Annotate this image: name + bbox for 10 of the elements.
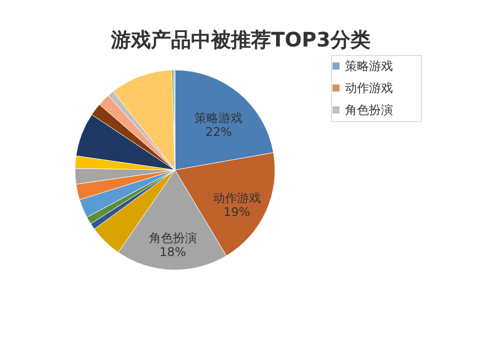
data-label: 22% — [205, 124, 232, 139]
slice-label: 角色扮演 — [148, 230, 197, 245]
data-label: 19% — [224, 205, 250, 220]
legend-label: 动作游戏 — [345, 81, 393, 95]
data-label: 18% — [160, 244, 186, 259]
legend-label: 角色扮演 — [345, 103, 393, 117]
chart-title: 游戏产品中被推荐TOP3分类 — [110, 28, 370, 52]
slice-label: 动作游戏 — [212, 191, 261, 206]
legend-label: 策略游戏 — [345, 59, 393, 73]
slice-label: 策略游戏 — [194, 110, 243, 125]
